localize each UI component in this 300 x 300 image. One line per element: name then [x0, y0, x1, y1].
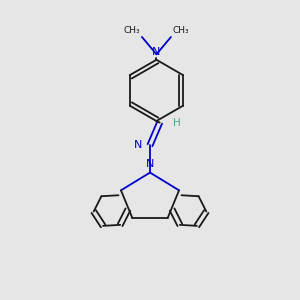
- Text: H: H: [172, 118, 180, 128]
- Text: N: N: [134, 140, 142, 150]
- Text: N: N: [146, 159, 154, 169]
- Text: CH₃: CH₃: [124, 26, 140, 35]
- Text: CH₃: CH₃: [172, 26, 189, 35]
- Text: N: N: [152, 46, 160, 56]
